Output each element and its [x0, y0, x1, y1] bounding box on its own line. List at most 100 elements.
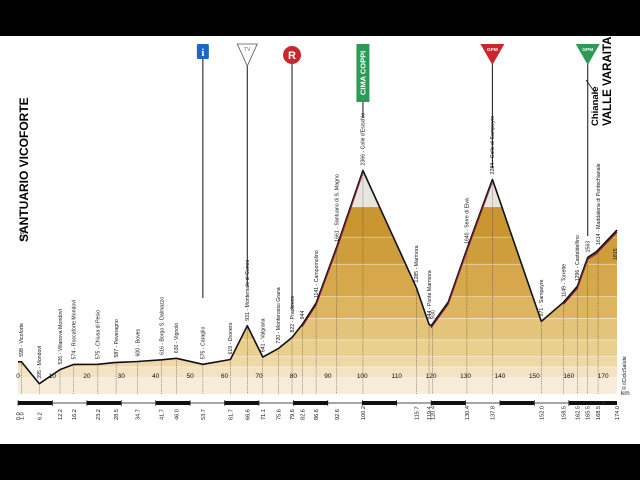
scale-tick-label: 20 — [83, 373, 91, 380]
altitude-band — [18, 339, 617, 357]
scale-segment — [603, 401, 617, 405]
elevation-profile: 598 - Vicoforte 395 - Mondovì 526 - Villan… — [16, 37, 630, 420]
place-lines — [21, 170, 599, 394]
km-labels: 0.01.0 6.2 12.2 16.2 23.2 28.5 34.7 41.7 46.0 53.… — [16, 406, 621, 420]
place-label: 630 - Vignolo — [174, 323, 180, 354]
km-label: 130.4 — [465, 406, 471, 420]
scale-segment — [18, 401, 53, 405]
km-label: 152.0 — [539, 406, 545, 420]
svg-text:R: R — [288, 50, 296, 62]
svg-text:i: i — [201, 47, 204, 59]
place-label: 616 - Borgo S. Dalmazzo — [159, 297, 165, 355]
place-label: 1141 - Campomolino — [314, 250, 320, 298]
gpm-green-sign: GPM — [575, 44, 600, 236]
sprint-sign: TV — [236, 43, 258, 286]
svg-text:TV: TV — [244, 47, 251, 53]
info-sign: i — [196, 44, 209, 298]
scale-tick-label: 90 — [324, 373, 332, 380]
svg-text:GPM: GPM — [487, 47, 498, 53]
altitude-band — [18, 206, 617, 238]
finish-altitude: 1815 — [613, 248, 619, 260]
place-label: 574 - Roccaforte Mondovì — [72, 299, 78, 359]
scale-tick-label: 60 — [221, 373, 229, 380]
scale-tick-label: 160 — [563, 373, 574, 380]
place-label: 944 - Ponte Marmora — [427, 270, 433, 319]
place-label: 2284 - Colle di Sampeyre — [490, 116, 496, 175]
km-label: 165.5 — [586, 406, 592, 420]
km-label: 16.2 — [72, 409, 78, 420]
stage-profile-canvas: 598 - Vicoforte 395 - Mondovì 526 - Villan… — [0, 36, 640, 444]
scale-tick-label: 10 — [49, 373, 57, 380]
place-label: 598 - Vicoforte — [19, 323, 25, 357]
altitude-band — [18, 377, 617, 394]
scale-tick-label: 40 — [152, 373, 160, 380]
scale-tick-label: 120 — [426, 373, 437, 380]
scale-tick-label: 50 — [187, 373, 195, 380]
km-label: 82.6 — [300, 409, 306, 420]
cima-coppi-sign: CIMA COPPI — [356, 44, 370, 118]
place-label: 1661 - Santuario di S. Magno — [335, 174, 341, 242]
km-label: 12.2 — [58, 409, 64, 420]
km-label: 119.4 — [427, 406, 433, 420]
km-label: 23.2 — [96, 409, 102, 420]
scale-segment — [293, 401, 328, 405]
place-label: 1285 - Marmora — [414, 245, 420, 282]
scale-segment — [499, 401, 535, 405]
altitude-band — [18, 318, 617, 340]
km-label: 162.5 — [575, 406, 581, 420]
scale-tick-label: 0 — [16, 373, 20, 380]
km-label: 79.6 — [290, 409, 296, 420]
place-label: 1640 - Serre di Elva — [465, 198, 471, 244]
place-labels: 598 - Vicoforte 395 - Mondovì 526 - Villan… — [19, 113, 602, 379]
start-altitude: 529 — [20, 231, 26, 240]
km-label: 34.7 — [135, 409, 141, 420]
place-label: 2366 - Colle d'Esischie — [361, 113, 367, 166]
km-label: 53.7 — [201, 409, 207, 420]
place-label: 619 - Dronero — [228, 322, 234, 354]
scale-tick-label: 170 — [598, 373, 609, 380]
finish-name: VALLE VARAITA — [602, 37, 614, 126]
place-label: 395 - Mondovì — [37, 345, 43, 379]
place-label: 720 - Monterosso Grana — [276, 287, 282, 343]
svg-text:GPM: GPM — [582, 47, 593, 53]
km-label: 168.5 — [596, 406, 602, 420]
finish-prefix: Chianale — [590, 86, 601, 126]
place-label: 641 - Valgrana — [261, 318, 267, 352]
scale-segment — [86, 401, 122, 405]
altitude-band — [18, 179, 617, 207]
altitude-band — [18, 366, 617, 378]
place-label: 1563 — [586, 241, 592, 253]
km-label: 71.1 — [261, 409, 267, 420]
place-label: 587 - Peveragno — [114, 319, 120, 357]
km-label: 137.8 — [490, 406, 496, 420]
gpm-red-sign: GPM — [480, 44, 505, 168]
scale-tick-label: 130 — [460, 373, 471, 380]
place-label: 971 - Sampeyre — [539, 279, 545, 316]
feed-zone-sign: R — [283, 46, 302, 310]
altitude-band — [18, 170, 617, 180]
scale-segment — [362, 401, 397, 405]
place-label: 931 - Montemale di Cuneo — [245, 259, 251, 320]
km-label: 1.0 — [19, 412, 25, 420]
scale-tick-label: 70 — [255, 373, 263, 380]
snow-band — [18, 170, 617, 207]
place-label: 575 - Chiusa di Pesio — [96, 310, 102, 359]
km-label: 115.7 — [414, 406, 420, 420]
start-name: SANTUARIO VICOFORTE — [17, 97, 31, 242]
place-label: 822 - Pradleves — [290, 296, 296, 333]
km-label: 86.6 — [314, 409, 320, 420]
scale-tick-label: 100 — [357, 373, 368, 380]
place-label: 526 - Villanova Mondovì — [58, 308, 64, 364]
scale-tick-label: 110 — [391, 373, 402, 380]
credit-text: © ilCicloSalute — [621, 356, 628, 390]
scale-segment — [155, 401, 191, 405]
scale-tick-label: 30 — [118, 373, 126, 380]
scale-tick-label: 150 — [529, 373, 540, 380]
climb-line — [301, 172, 618, 329]
km-label: 6.2 — [37, 412, 43, 420]
km-label: 41.7 — [160, 409, 166, 420]
scale-tick-label: 80 — [290, 373, 298, 380]
place-label: 1149 - Torrette — [561, 264, 567, 297]
place-label: 930 — [430, 310, 436, 319]
place-label: 944 — [300, 311, 306, 320]
